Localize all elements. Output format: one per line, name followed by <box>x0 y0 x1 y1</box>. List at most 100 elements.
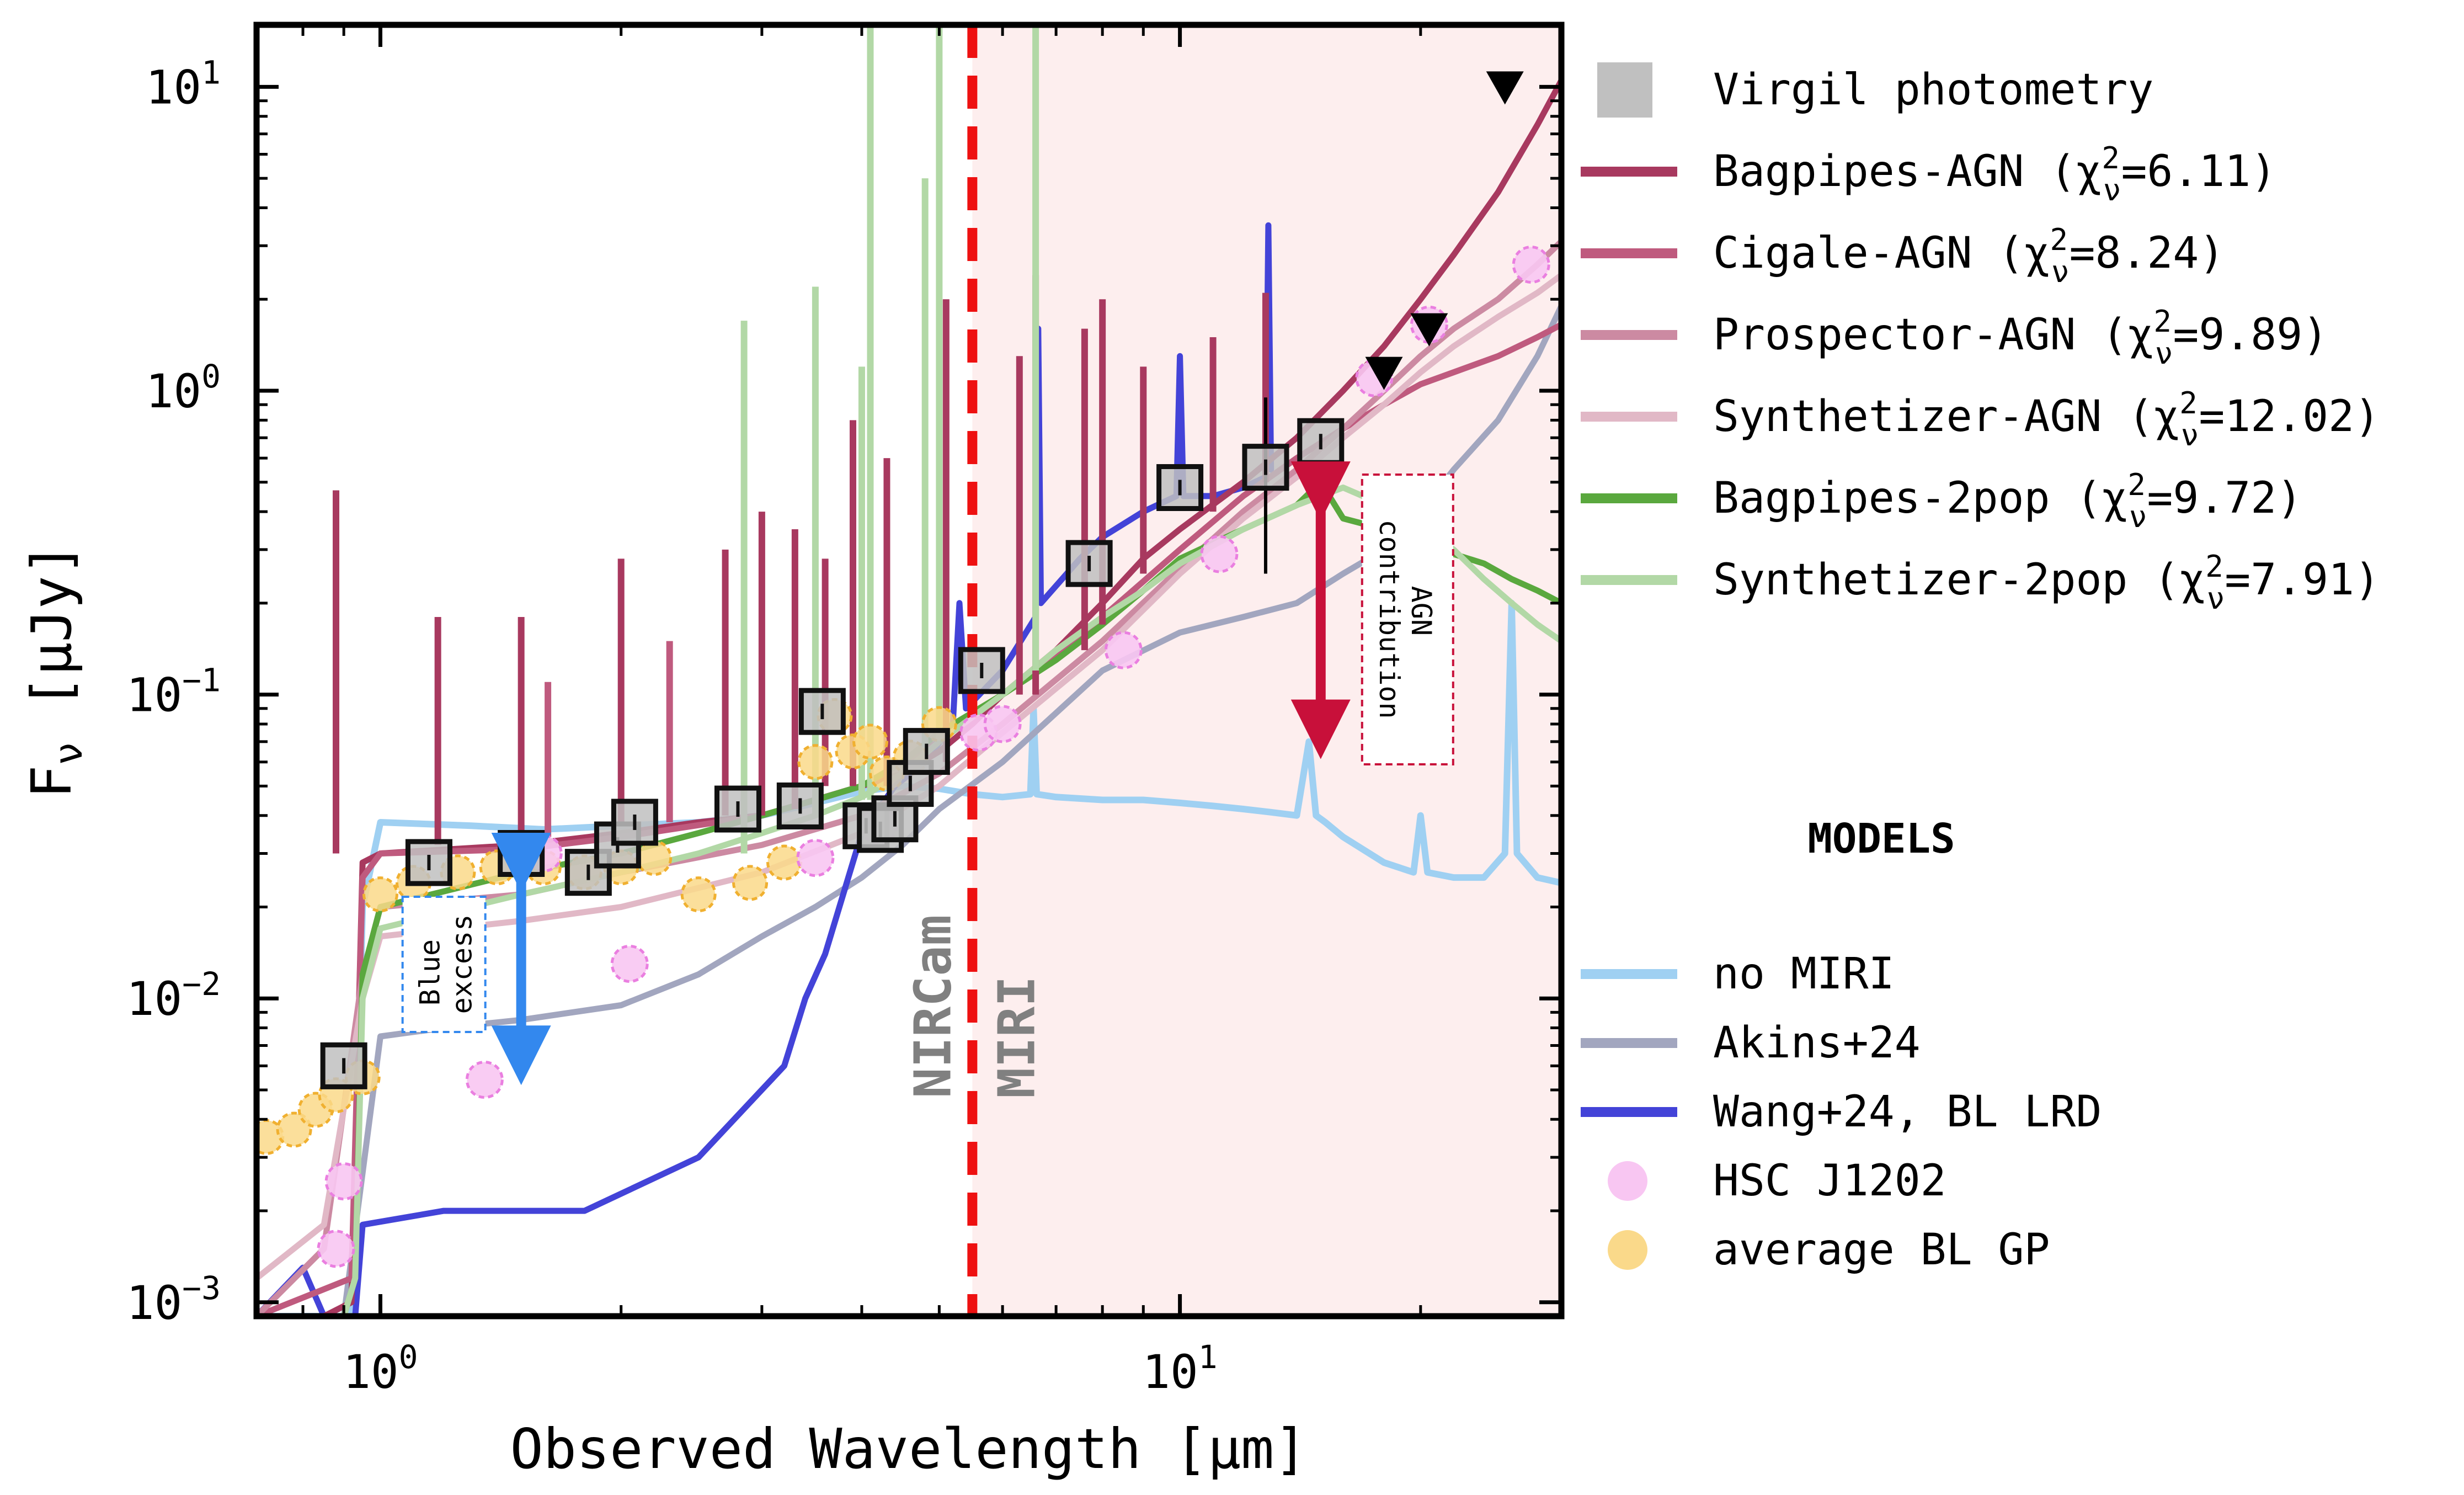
agn-contribution-line-1: AGN <box>1405 586 1437 636</box>
legend-label-text: no MIRI <box>1713 949 1895 999</box>
legend-label: Akins+24 <box>1713 1018 1921 1068</box>
legend-entry: Prospector-AGN (χ2 ν=9.89) <box>1581 304 2328 371</box>
legend-chi-sub: ν <box>2207 581 2225 616</box>
legend-chi-value: =6.11) <box>2121 147 2276 196</box>
legend-chi-value: =7.91) <box>2225 555 2380 605</box>
axes <box>253 22 1565 1320</box>
avg-bl-gp-point <box>852 723 888 760</box>
legend-chi-value: =9.72) <box>2147 473 2302 523</box>
nircam-label: NIRCam <box>903 915 962 1098</box>
plot-frame <box>253 22 1565 1320</box>
annotations: Blue excess AGN contribution NIRCam MIRI <box>401 461 1454 1098</box>
legend-chi-sup: 2 <box>2205 549 2223 584</box>
legend-circle-swatch <box>1608 1161 1647 1201</box>
y-tick-label: 100 <box>146 358 221 418</box>
miri-label: MIRI <box>987 976 1046 1098</box>
legend-label: Cigale-AGN (χ2 ν=8.24) <box>1713 222 2225 289</box>
legend-label-text: Virgil photometry <box>1713 65 2153 115</box>
y-tick-label-base: 10 <box>126 1276 182 1330</box>
y-tick-label-exp: 0 <box>201 358 221 395</box>
legend-chi-sub: ν <box>2155 336 2173 371</box>
legend-chi-sub: ν <box>2181 418 2199 453</box>
legend-chi-sup: 2 <box>2102 141 2120 175</box>
legend-label-text: Bagpipes-AGN (χ <box>1713 147 2102 196</box>
agn-contribution-label: AGN contribution <box>1373 519 1437 719</box>
legend-label: Bagpipes-AGN (χ2 ν=6.11) <box>1713 141 2276 208</box>
legend-label: Synthetizer-2pop (χ2 ν=7.91) <box>1713 549 2380 616</box>
avg-bl-gp-point <box>680 876 717 913</box>
legend-entry: Akins+24 <box>1581 1018 1921 1068</box>
miri-region-shade <box>972 25 1561 1316</box>
y-tick-label-exp: 1 <box>201 54 221 91</box>
legend-label: Prospector-AGN (χ2 ν=9.89) <box>1713 304 2328 371</box>
legend-chi-sup: 2 <box>2179 386 2198 421</box>
legend-entry: Virgil photometry <box>1597 62 2153 118</box>
x-tick-label: 101 <box>1143 1338 1218 1399</box>
emission-lines-layer <box>333 25 1269 854</box>
hsc-j1202-point <box>317 1230 355 1268</box>
legend-label-text: Prospector-AGN (χ <box>1713 310 2153 360</box>
x-axis-label: Observed Wavelength [µm] <box>510 1417 1308 1481</box>
legend-label: HSC J1202 <box>1713 1156 1946 1206</box>
y-axis-label-sub: ν <box>46 742 91 765</box>
y-tick-label: 10−3 <box>126 1269 221 1330</box>
legend-entry: Bagpipes-2pop (χ2 ν=9.72) <box>1581 467 2302 534</box>
y-tick-label-exp: −3 <box>182 1269 221 1307</box>
hsc-j1202-point <box>1200 535 1239 573</box>
y-tick-label-base: 10 <box>126 668 182 722</box>
legend-chi-value: =9.89) <box>2173 310 2328 360</box>
y-tick-label: 101 <box>146 54 221 114</box>
y-axis-label: Fν [µJy] <box>19 542 91 799</box>
hsc-j1202-point <box>1104 631 1143 669</box>
avg-bl-gp-point <box>797 744 834 780</box>
legend-label-text: Cigale-AGN (χ <box>1713 228 2050 278</box>
models-legend-title: MODELS <box>1807 815 1955 863</box>
y-tick-label: 10−1 <box>126 662 221 722</box>
legend-chi-sub: ν <box>2103 173 2121 208</box>
hsc-j1202-point <box>465 1061 504 1099</box>
legend-entry: Synthetizer-AGN (χ2 ν=12.02) <box>1581 386 2380 453</box>
avg-bl-gp-point <box>766 844 802 881</box>
upper-limit-marker <box>1365 357 1403 390</box>
hsc-j1202-point <box>1512 246 1550 284</box>
blue-excess-line-2: excess <box>446 914 478 1014</box>
photometry-point <box>714 785 761 833</box>
blue-excess-line-1: Blue <box>414 939 446 1005</box>
legend-entry: Synthetizer-2pop (χ2 ν=7.91) <box>1581 549 2380 616</box>
legend-circle-swatch <box>1608 1230 1647 1270</box>
x-tick-label-exp: 1 <box>1198 1338 1218 1376</box>
y-axis-label-main: F <box>19 765 84 799</box>
hsc-j1202-point <box>610 944 649 983</box>
legend-label-text: Akins+24 <box>1713 1018 1921 1068</box>
y-tick-label-base: 10 <box>126 972 182 1026</box>
legend-entry: Cigale-AGN (χ2 ν=8.24) <box>1581 222 2225 289</box>
legend-chi-value: =8.24) <box>2070 228 2225 278</box>
points-layer <box>257 71 1550 1268</box>
legend-chi-sup: 2 <box>2050 222 2068 257</box>
avg-bl-gp-point <box>636 840 673 876</box>
y-tick-label-exp: −1 <box>182 662 221 699</box>
agn-contribution-box <box>1361 473 1454 765</box>
legend-chi-sub: ν <box>2051 254 2070 289</box>
photometry-point <box>798 688 846 735</box>
y-tick-label-base: 10 <box>146 60 201 114</box>
legend-chi-value: =12.02) <box>2199 392 2380 441</box>
agn-contribution-line-2: contribution <box>1373 519 1405 719</box>
photometry-point <box>1156 464 1204 512</box>
legend-entry: average BL GP <box>1608 1225 2050 1275</box>
legend-entry: no MIRI <box>1581 949 1895 999</box>
legend-label: Wang+24, BL LRD <box>1713 1087 2102 1137</box>
legend-chi-sup: 2 <box>2127 467 2146 502</box>
hsc-j1202-point <box>983 705 1022 743</box>
blue-excess-label: Blue excess <box>414 914 478 1014</box>
hsc-j1202-point <box>796 839 835 877</box>
avg-bl-gp-point <box>732 865 769 901</box>
avg-bl-gp-point <box>362 876 398 913</box>
x-tick-label-base: 10 <box>1143 1345 1198 1399</box>
y-tick-label-base: 10 <box>146 364 201 418</box>
legend-entry: Wang+24, BL LRD <box>1581 1087 2102 1137</box>
legend-label-text: Bagpipes-2pop (χ <box>1713 473 2127 523</box>
x-tick-label: 100 <box>343 1338 418 1399</box>
